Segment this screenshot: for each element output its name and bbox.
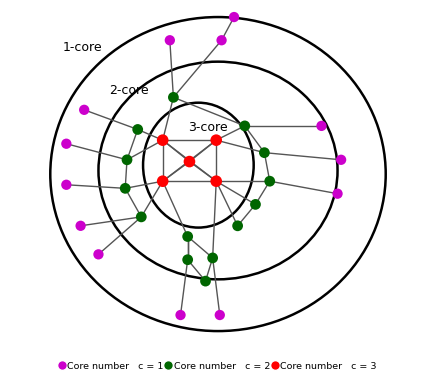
Point — [77, 223, 84, 229]
Point — [134, 126, 141, 132]
Point — [186, 158, 193, 164]
Text: 3-core: 3-core — [187, 121, 227, 134]
Point — [63, 141, 70, 147]
Point — [159, 178, 166, 184]
Point — [234, 223, 241, 229]
Legend: Core number   c = 1, Core number   c = 2, Core number   c = 3: Core number c = 1, Core number c = 2, Co… — [57, 359, 379, 372]
Point — [252, 201, 259, 207]
Point — [266, 178, 273, 184]
Point — [95, 251, 102, 257]
Point — [81, 107, 88, 113]
Point — [167, 37, 174, 43]
Point — [138, 214, 145, 220]
Point — [184, 234, 191, 240]
Point — [209, 255, 216, 261]
Point — [202, 278, 209, 284]
Point — [170, 94, 177, 100]
Point — [213, 178, 220, 184]
Point — [261, 150, 268, 155]
Point — [159, 137, 166, 143]
Point — [231, 14, 238, 20]
Point — [216, 312, 223, 318]
Point — [334, 191, 341, 197]
Text: 2-core: 2-core — [109, 84, 149, 97]
Point — [177, 312, 184, 318]
Text: 1-core: 1-core — [63, 41, 102, 54]
Point — [63, 182, 70, 188]
Point — [213, 137, 220, 143]
Point — [122, 185, 129, 191]
Point — [318, 123, 325, 129]
Point — [123, 157, 130, 163]
Point — [241, 123, 248, 129]
Point — [218, 37, 225, 43]
Point — [337, 157, 344, 163]
Point — [184, 257, 191, 263]
